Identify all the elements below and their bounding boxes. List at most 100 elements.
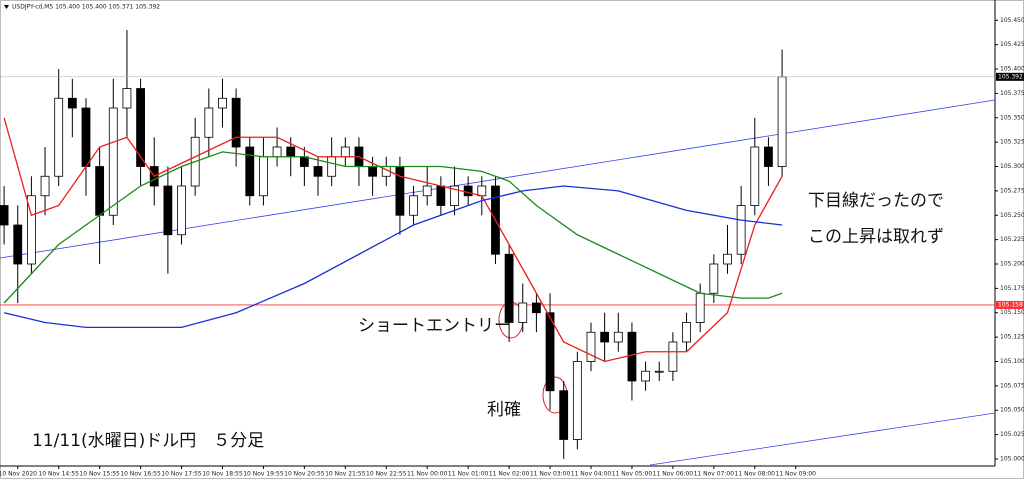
candle-body bbox=[695, 292, 705, 323]
y-tick-label: 105.225 bbox=[1000, 236, 1024, 243]
candle-body bbox=[463, 185, 473, 197]
candle-body bbox=[245, 146, 255, 197]
candle-body bbox=[436, 185, 446, 206]
candle-body bbox=[586, 331, 596, 362]
candle-body bbox=[26, 195, 36, 265]
y-tick-label: 105.125 bbox=[1000, 334, 1024, 341]
candle-body bbox=[0, 205, 9, 226]
x-tick-label: 10 Nov 16:55 bbox=[120, 471, 161, 478]
moving-average bbox=[3, 117, 783, 363]
x-tick-label: 10 Nov 17:55 bbox=[161, 471, 202, 478]
candle-body bbox=[163, 185, 173, 236]
x-tick-label: 11 Nov 00:00 bbox=[407, 471, 448, 478]
x-tick-label: 10 Nov 19:55 bbox=[243, 471, 284, 478]
candle-body bbox=[136, 88, 145, 167]
candle-body bbox=[204, 107, 214, 138]
candle-body bbox=[299, 156, 309, 167]
candle-body bbox=[572, 361, 582, 440]
candle-body bbox=[286, 146, 296, 158]
candle-body bbox=[654, 370, 664, 373]
x-tick-label: 11 Nov 07:00 bbox=[694, 471, 735, 478]
x-tick-label: 11 Nov 03:00 bbox=[530, 471, 571, 478]
x-tick-label: 10 Nov 14:55 bbox=[38, 471, 79, 478]
annotation: 11/11(水曜日)ドル円 ５分足 bbox=[32, 431, 264, 451]
x-tick-label: 11 Nov 08:00 bbox=[735, 471, 776, 478]
candle-body bbox=[95, 166, 105, 216]
candle-body bbox=[327, 156, 337, 177]
candle-body bbox=[108, 107, 118, 216]
x-tick-label: 10 Nov 18:55 bbox=[202, 471, 243, 478]
candle-body bbox=[668, 341, 678, 372]
trend-line bbox=[649, 412, 996, 466]
y-tick-label: 105.100 bbox=[1000, 358, 1024, 365]
candle-body bbox=[450, 185, 459, 206]
candle-body bbox=[422, 185, 432, 197]
y-tick-label: 105.325 bbox=[1000, 139, 1024, 146]
candle-body bbox=[368, 166, 378, 177]
candle-body bbox=[13, 224, 23, 265]
y-tick-label: 105.350 bbox=[1000, 114, 1024, 121]
candle-body bbox=[641, 370, 650, 382]
x-tick-label: 11 Nov 09:00 bbox=[776, 471, 817, 478]
candle-body bbox=[559, 390, 569, 440]
x-tick-label: 10 Nov 22:55 bbox=[366, 471, 407, 478]
chart-title: USDJPY-cd,M5 105.400 105.400 105.371 105… bbox=[12, 4, 160, 11]
y-tick-label: 105.250 bbox=[1000, 212, 1024, 219]
x-tick-label: 11 Nov 05:00 bbox=[612, 471, 653, 478]
candle-body bbox=[545, 312, 555, 392]
candle-body bbox=[340, 146, 350, 158]
x-tick-label: 10 Nov 20:55 bbox=[284, 471, 325, 478]
candle-body bbox=[177, 185, 186, 236]
y-tick-label: 105.425 bbox=[1000, 41, 1024, 48]
candle-body bbox=[600, 331, 610, 343]
annotation: この上昇は取れず bbox=[808, 227, 944, 247]
y-tick-label: 105.025 bbox=[1000, 431, 1024, 438]
candle-body bbox=[777, 76, 787, 167]
y-tick-label: 105.200 bbox=[1000, 261, 1024, 268]
candle-body bbox=[504, 253, 514, 323]
y-tick-label: 105.450 bbox=[1000, 17, 1024, 24]
candle-body bbox=[518, 302, 528, 323]
candle-body bbox=[122, 88, 132, 109]
candle-body bbox=[40, 175, 50, 197]
y-tick-label: 105.150 bbox=[1000, 309, 1024, 316]
candle-body bbox=[313, 166, 323, 177]
candle-body bbox=[81, 107, 91, 167]
candle-body bbox=[272, 146, 282, 158]
annotation: 利確 bbox=[487, 400, 521, 420]
annotation: ショートエントリー bbox=[358, 316, 511, 336]
candle-body bbox=[531, 302, 541, 314]
candle-body bbox=[764, 146, 773, 167]
x-tick-label: 10 Nov 2020 bbox=[0, 471, 37, 478]
moving-average bbox=[3, 185, 783, 329]
moving-average bbox=[3, 151, 783, 304]
candle-body bbox=[395, 166, 405, 216]
candle-body bbox=[613, 331, 623, 343]
last-price-label: 105.392 bbox=[998, 73, 1023, 80]
y-tick-label: 105.400 bbox=[1000, 66, 1024, 73]
y-tick-label: 105.075 bbox=[1000, 382, 1024, 389]
x-tick-label: 10 Nov 21:55 bbox=[325, 471, 366, 478]
level-label-bg bbox=[996, 300, 1024, 309]
candle-body bbox=[736, 205, 746, 255]
candle-body bbox=[54, 97, 64, 177]
x-tick-label: 11 Nov 02:00 bbox=[489, 471, 530, 478]
candle-body bbox=[67, 97, 77, 109]
candle-body bbox=[259, 156, 268, 197]
candle-body bbox=[709, 263, 719, 294]
annotation: 下目線だったので bbox=[808, 191, 944, 211]
y-tick-label: 105.050 bbox=[1000, 407, 1024, 414]
y-tick-label: 105.300 bbox=[1000, 163, 1024, 170]
last-price-bg bbox=[996, 72, 1024, 81]
candle-body bbox=[477, 185, 487, 197]
candle-body bbox=[218, 97, 227, 109]
candle-body bbox=[682, 322, 691, 343]
level-label: 105.158 bbox=[998, 301, 1023, 308]
candle-body bbox=[231, 97, 241, 148]
candle-body bbox=[750, 146, 760, 206]
y-tick-label: 105.275 bbox=[1000, 187, 1024, 194]
candle-body bbox=[409, 195, 418, 216]
candle-body bbox=[627, 331, 637, 382]
